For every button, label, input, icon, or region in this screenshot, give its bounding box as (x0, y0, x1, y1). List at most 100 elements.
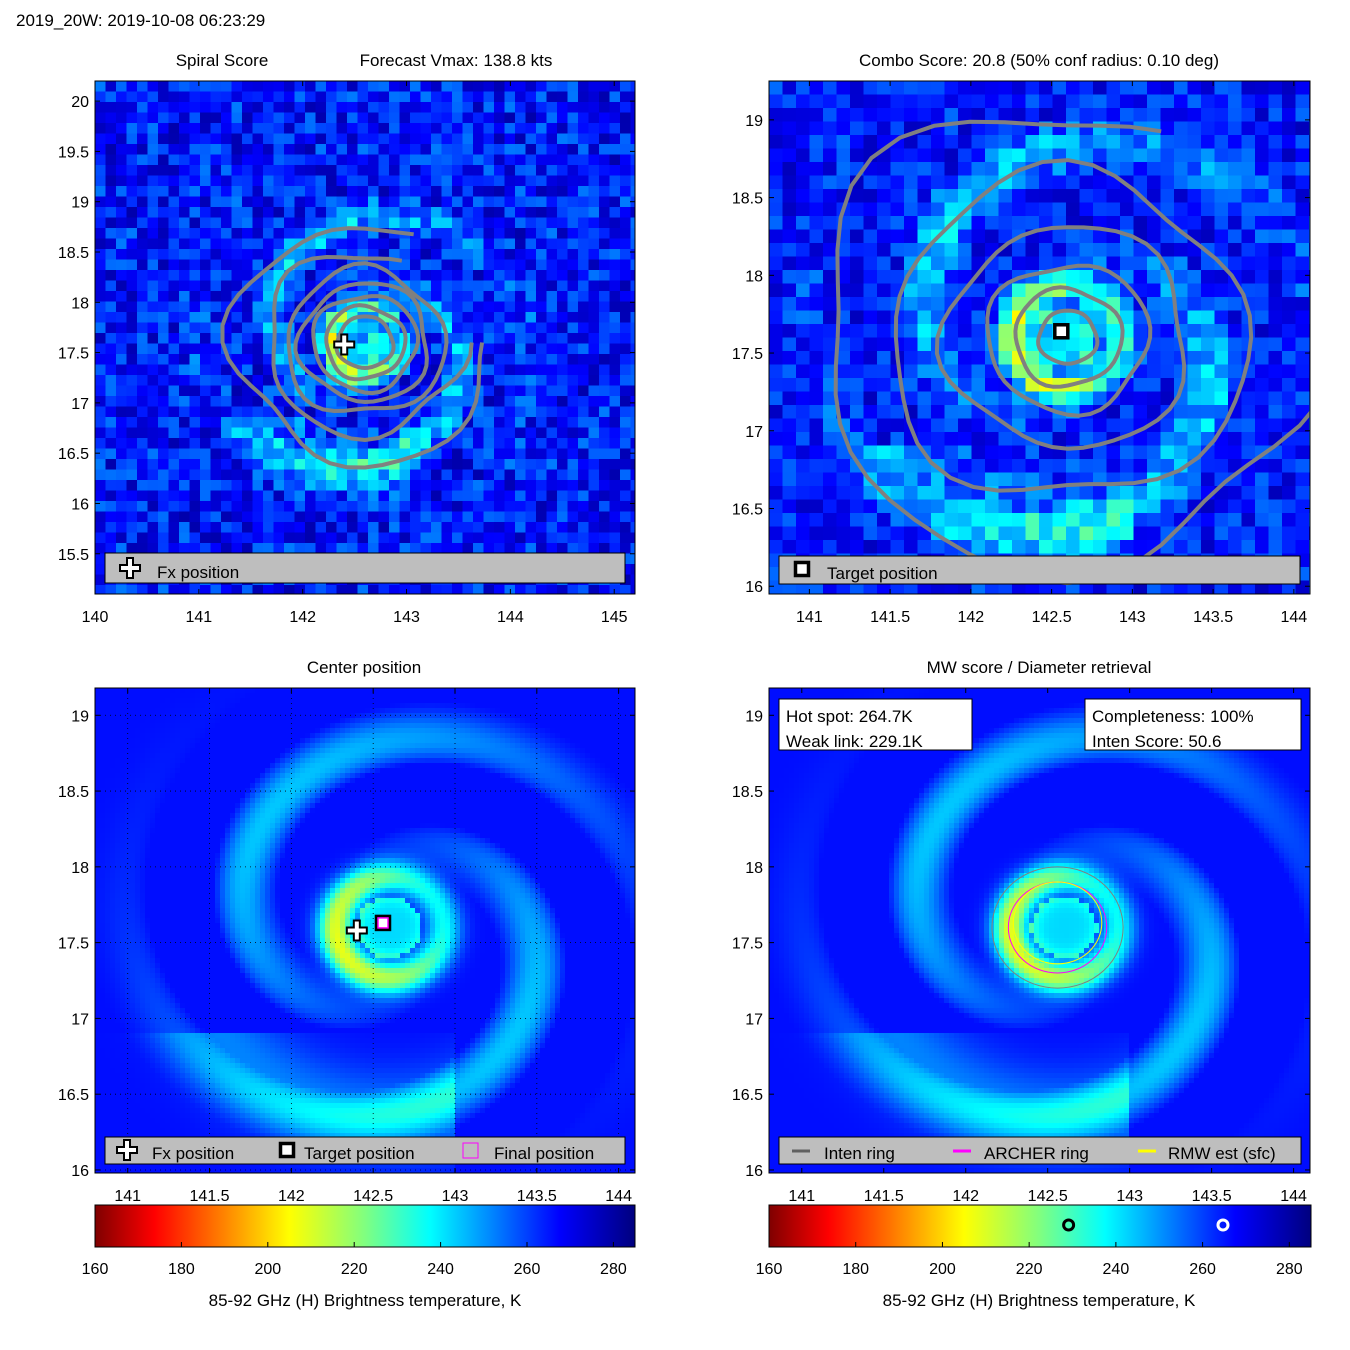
heat-cell (462, 280, 474, 292)
heat-cell (823, 94, 838, 109)
heat-cell (95, 522, 107, 534)
heat-cell (200, 165, 212, 177)
heat-cell (470, 688, 476, 694)
heat-cell (210, 501, 222, 513)
heat-cell (452, 469, 464, 481)
heat-cell (1093, 189, 1108, 204)
heat-cell (441, 175, 453, 187)
heat-cell (326, 438, 338, 450)
heat-cell (525, 91, 537, 103)
heat-cell (944, 337, 959, 352)
heat-cell (420, 698, 426, 704)
heat-cell (300, 703, 306, 709)
heat-cell (536, 406, 548, 418)
heat-cell (336, 490, 348, 502)
heat-cell (455, 708, 461, 714)
heat-cell (1052, 418, 1067, 433)
heat-cell (294, 375, 306, 387)
heat-cell (796, 121, 811, 136)
heat-cell (336, 312, 348, 324)
heat-cell (336, 511, 348, 523)
heat-cell (179, 322, 191, 334)
heat-cell (305, 154, 317, 166)
heat-cell (615, 703, 621, 709)
heat-cell (545, 718, 551, 724)
heat-cell (1012, 135, 1027, 150)
heat-cell (877, 513, 892, 528)
heat-cell (473, 249, 485, 261)
heat-cell (315, 459, 327, 471)
heat-cell (158, 354, 170, 366)
heat-cell (357, 343, 369, 355)
heat-cell (620, 522, 632, 534)
heat-cell (1255, 405, 1270, 420)
heat-cell (189, 259, 201, 271)
heat-cell (330, 708, 336, 714)
heat-cell (116, 427, 128, 439)
heat-cell (796, 405, 811, 420)
heat-cell (490, 698, 496, 704)
heat-cell (620, 543, 632, 555)
heat-cell (1133, 432, 1148, 447)
heat-cell (1106, 486, 1121, 501)
heat-cell (863, 175, 878, 190)
heat-cell (1052, 432, 1067, 447)
heat-cell (1039, 202, 1054, 217)
heat-cell (525, 718, 531, 724)
heat-cell (1255, 243, 1270, 258)
heat-cell (441, 364, 453, 376)
heat-cell (605, 693, 611, 699)
heat-cell (147, 364, 159, 376)
heat-cell (473, 301, 485, 313)
heat-cell (620, 238, 632, 250)
heat-cell (1147, 391, 1162, 406)
heat-cell (1025, 202, 1040, 217)
heat-cell (1282, 256, 1297, 271)
heat-cell (310, 718, 316, 724)
heat-cell (823, 135, 838, 150)
heat-cell (220, 688, 226, 694)
heat-cell (252, 249, 264, 261)
heat-cell (452, 354, 464, 366)
heat-cell (116, 322, 128, 334)
heat-cell (189, 81, 201, 93)
heat-cell (483, 154, 495, 166)
heat-cell (536, 417, 548, 429)
heat-cell (320, 688, 326, 694)
heat-cell (560, 718, 566, 724)
heat-cell (231, 511, 243, 523)
heat-cell (378, 511, 390, 523)
heat-cell (158, 522, 170, 534)
heat-cell (452, 133, 464, 145)
heat-cell (1201, 459, 1216, 474)
heat-cell (440, 718, 446, 724)
heat-cell (105, 438, 117, 450)
heat-cell (158, 406, 170, 418)
heat-cell (357, 217, 369, 229)
heat-cell (385, 703, 391, 709)
heat-cell (809, 175, 824, 190)
heat-cell (410, 259, 422, 271)
heat-cell (620, 406, 632, 418)
heat-cell (510, 718, 516, 724)
heat-cell (231, 270, 243, 282)
heat-cell (189, 249, 201, 261)
heat-cell (475, 708, 481, 714)
heat-cell (769, 472, 784, 487)
heat-cell (1147, 378, 1162, 393)
heat-cell (515, 490, 527, 502)
heat-cell (483, 522, 495, 534)
heat-cell (210, 280, 222, 292)
heat-cell (1255, 175, 1270, 190)
heat-cell (1133, 513, 1148, 528)
heat-cell (525, 207, 537, 219)
heat-cell (473, 427, 485, 439)
heat-cell (1282, 175, 1297, 190)
heat-cell (242, 217, 254, 229)
heat-cell (609, 112, 621, 124)
heat-cell (1174, 175, 1189, 190)
heat-cell (525, 385, 537, 397)
heat-cell (599, 144, 611, 156)
heat-cell (210, 417, 222, 429)
heat-cell (210, 718, 216, 724)
